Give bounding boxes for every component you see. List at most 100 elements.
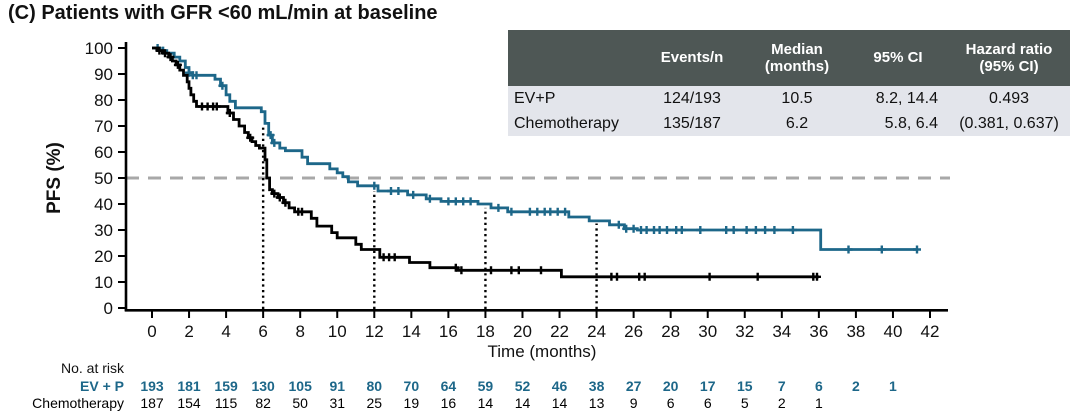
at-risk-label: No. at risk bbox=[61, 360, 125, 376]
at-risk-count: 64 bbox=[441, 378, 457, 394]
x-axis-title: Time (months) bbox=[488, 342, 597, 361]
at-risk-count: 5 bbox=[741, 395, 749, 411]
at-risk-row-label-chemotherapy: Chemotherapy bbox=[32, 395, 124, 411]
at-risk-row-label-evp: EV + P bbox=[80, 378, 124, 394]
x-tick-label: 2 bbox=[184, 322, 193, 341]
y-axis: 0 10 20 30 40 50 60 70 80 90 100 bbox=[85, 39, 128, 318]
header-hazard-ratio: Hazard ratio (95% CI) bbox=[965, 40, 1053, 75]
y-tick-label: 90 bbox=[94, 65, 113, 84]
header-95ci: 95% CI bbox=[873, 49, 923, 67]
at-risk-count: 6 bbox=[667, 395, 675, 411]
summary-row-evp: EV+P 124/193 10.5 8.2, 14.4 0.493 bbox=[508, 86, 1070, 111]
y-tick-label: 70 bbox=[94, 117, 113, 136]
at-risk-count: 1 bbox=[815, 395, 823, 411]
y-tick-label: 30 bbox=[94, 221, 113, 240]
at-risk-count: 15 bbox=[737, 378, 753, 394]
x-tick-label: 10 bbox=[328, 322, 347, 341]
y-tick-label: 100 bbox=[85, 39, 113, 58]
hazard-ratio-ci-value: (0.381, 0.637) bbox=[959, 114, 1059, 132]
at-risk-count: 154 bbox=[177, 395, 201, 411]
at-risk-count: 1 bbox=[889, 378, 897, 394]
x-tick-label: 32 bbox=[735, 322, 754, 341]
y-tick-label: 50 bbox=[94, 169, 113, 188]
at-risk-count: 7 bbox=[778, 378, 786, 394]
summary-table-header: Events/n Median (months) 95% CI Hazard r… bbox=[508, 30, 1070, 86]
at-risk-count: 82 bbox=[255, 395, 271, 411]
at-risk-count: 46 bbox=[552, 378, 568, 394]
x-tick-label: 40 bbox=[883, 322, 902, 341]
at-risk-count: 6 bbox=[704, 395, 712, 411]
y-tick-label: 20 bbox=[94, 247, 113, 266]
at-risk-count: 130 bbox=[251, 378, 275, 394]
at-risk-count: 193 bbox=[140, 378, 164, 394]
header-median-months: Median (months) bbox=[764, 40, 830, 75]
x-tick-label: 28 bbox=[661, 322, 680, 341]
at-risk-count: 16 bbox=[441, 395, 457, 411]
x-tick-label: 18 bbox=[476, 322, 495, 341]
x-tick-label: 16 bbox=[439, 322, 458, 341]
x-tick-label: 12 bbox=[365, 322, 384, 341]
at-risk-count: 91 bbox=[329, 378, 345, 394]
at-risk-count: 27 bbox=[626, 378, 642, 394]
x-tick-label: 38 bbox=[846, 322, 865, 341]
x-tick-label: 14 bbox=[402, 322, 421, 341]
panel-title: (C) Patients with GFR <60 mL/min at base… bbox=[8, 2, 438, 24]
x-tick-label: 20 bbox=[513, 322, 532, 341]
at-risk-count: 181 bbox=[177, 378, 201, 394]
at-risk-count: 9 bbox=[630, 395, 638, 411]
milestone-dotted-lines bbox=[261, 126, 598, 309]
median-value: 6.2 bbox=[785, 114, 809, 132]
x-tick-label: 0 bbox=[147, 322, 156, 341]
at-risk-count: 70 bbox=[404, 378, 420, 394]
events-n-value: 135/187 bbox=[663, 114, 721, 132]
ci-value: 8.2, 14.4 bbox=[875, 89, 938, 107]
at-risk-count: 38 bbox=[589, 378, 605, 394]
at-risk-count: 31 bbox=[329, 395, 345, 411]
at-risk-count: 115 bbox=[215, 395, 238, 411]
events-n-value: 124/193 bbox=[663, 89, 721, 107]
x-axis: 0 2 4 6 8 10 12 14 16 18 20 22 24 26 28 … bbox=[124, 308, 948, 341]
censor-marks-chemotherapy bbox=[155, 46, 821, 281]
row-label: EV+P bbox=[514, 89, 556, 107]
x-tick-label: 26 bbox=[624, 322, 643, 341]
at-risk-count: 20 bbox=[663, 378, 679, 394]
at-risk-count: 52 bbox=[515, 378, 531, 394]
y-tick-label: 0 bbox=[104, 299, 113, 318]
at-risk-count: 187 bbox=[140, 395, 164, 411]
hazard-ratio-value: 0.493 bbox=[988, 89, 1030, 107]
at-risk-count: 2 bbox=[778, 395, 786, 411]
at-risk-count: 159 bbox=[214, 378, 238, 394]
at-risk-count: 50 bbox=[292, 395, 308, 411]
at-risk-count: 17 bbox=[700, 378, 716, 394]
x-tick-label: 36 bbox=[809, 322, 828, 341]
x-tick-label: 24 bbox=[587, 322, 606, 341]
at-risk-count: 13 bbox=[589, 395, 605, 411]
x-tick-label: 42 bbox=[921, 322, 940, 341]
at-risk-count: 14 bbox=[552, 395, 568, 411]
y-tick-label: 40 bbox=[94, 195, 113, 214]
y-axis-title: PFS (%) bbox=[44, 142, 65, 214]
y-tick-label: 10 bbox=[94, 273, 113, 292]
y-tick-label: 80 bbox=[94, 91, 113, 110]
at-risk-count: 2 bbox=[852, 378, 860, 394]
x-tick-label: 6 bbox=[258, 322, 267, 341]
at-risk-count: 6 bbox=[815, 378, 823, 394]
at-risk-count: 80 bbox=[366, 378, 382, 394]
at-risk-count: 14 bbox=[515, 395, 531, 411]
ci-value: 5.8, 6.4 bbox=[884, 114, 938, 132]
at-risk-count: 14 bbox=[478, 395, 494, 411]
x-tick-label: 22 bbox=[550, 322, 569, 341]
x-tick-label: 8 bbox=[295, 322, 304, 341]
km-curve-chemotherapy bbox=[152, 46, 819, 279]
median-value: 10.5 bbox=[781, 89, 813, 107]
x-tick-label: 30 bbox=[698, 322, 717, 341]
at-risk-count: 59 bbox=[478, 378, 494, 394]
at-risk-count: 25 bbox=[366, 395, 382, 411]
y-tick-label: 60 bbox=[94, 143, 113, 162]
x-tick-label: 34 bbox=[772, 322, 791, 341]
x-tick-label: 4 bbox=[221, 322, 230, 341]
header-events-n: Events/n bbox=[660, 49, 724, 67]
